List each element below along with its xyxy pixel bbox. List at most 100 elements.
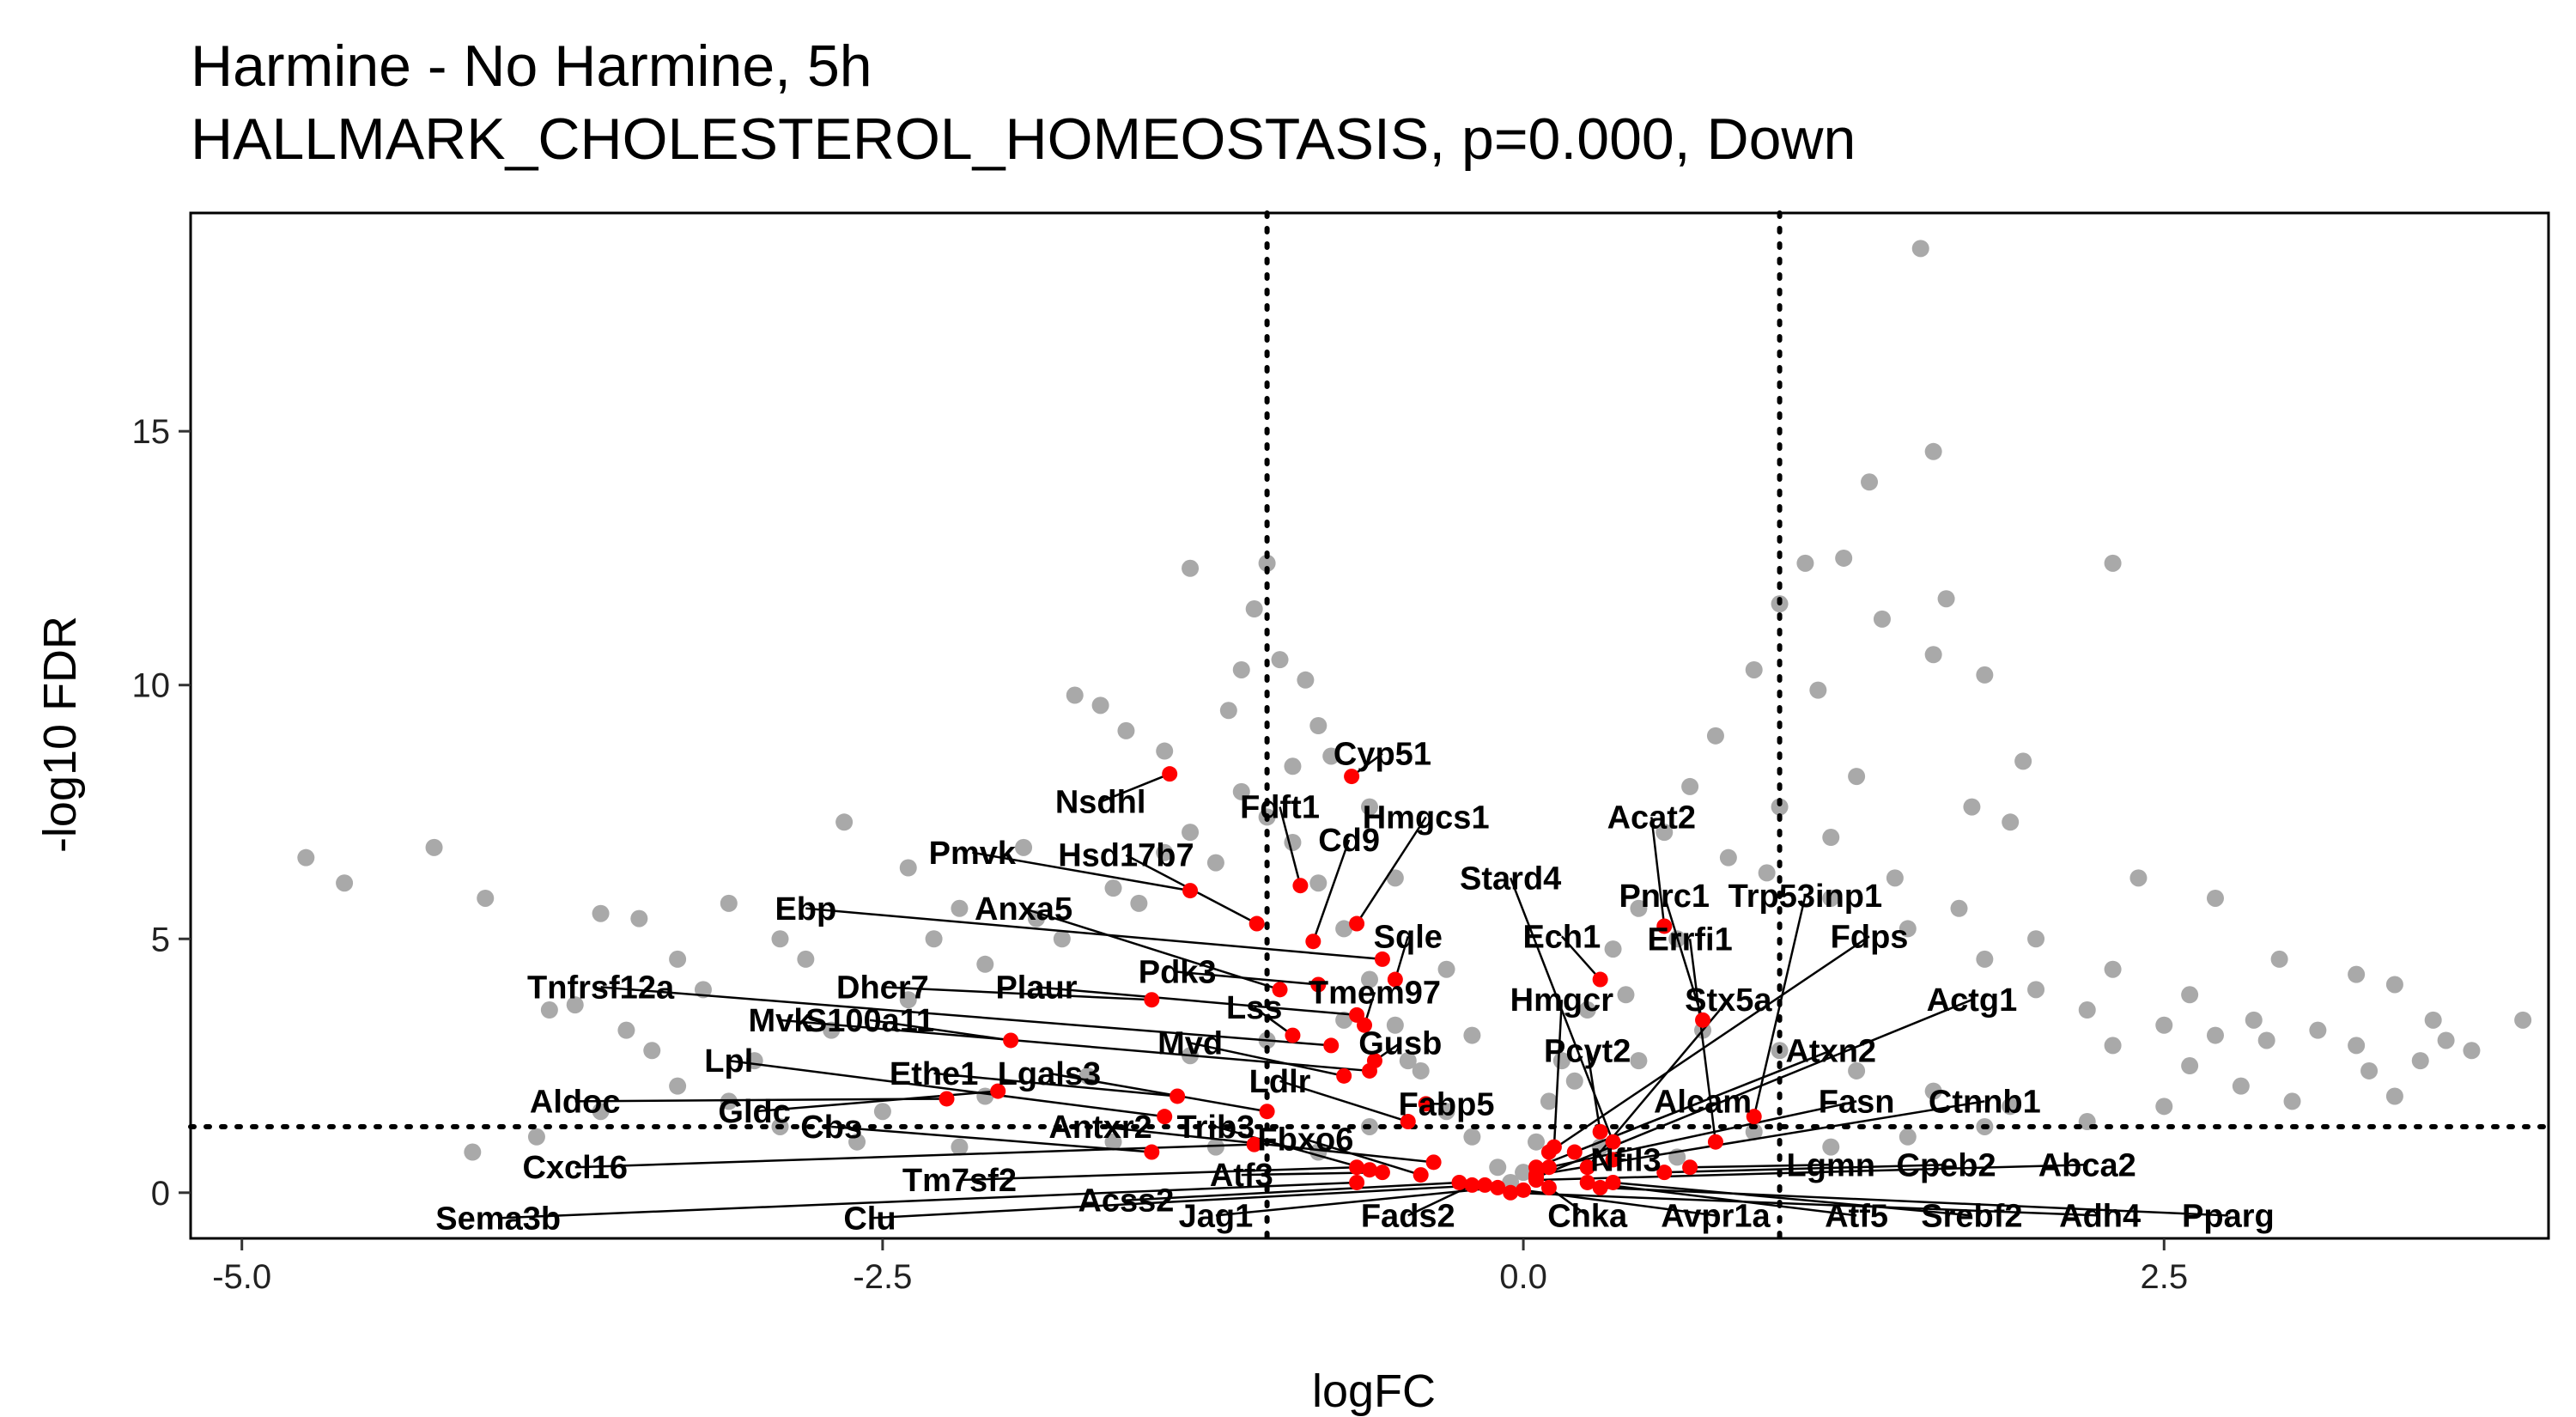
label-leader-line (1356, 816, 1427, 925)
background-gene-point (797, 950, 815, 968)
background-gene-point (1156, 742, 1174, 760)
gene-label: Sema3b (435, 1201, 561, 1237)
gene-label: Trib3 (1177, 1110, 1255, 1146)
highlight-gene-point (1366, 1053, 1382, 1069)
highlight-gene-point (1464, 1177, 1480, 1193)
highlight-gene-point (1285, 1027, 1301, 1043)
background-gene-point (1899, 1128, 1917, 1146)
background-gene-point (1924, 442, 1942, 460)
background-gene-point (899, 859, 917, 877)
x-tick-label: 0.0 (1499, 1258, 1547, 1296)
background-gene-point (1976, 950, 1994, 968)
plot-area: Cyp51 Nsdhl Fdft1 Hmgcs1 Pmvk Hsd17b7 Cd9 Acat2… (132, 210, 2551, 1296)
gene-label: Trp53inp1 (1728, 879, 1883, 915)
highlight-gene-point (1323, 1037, 1340, 1054)
gene-label: Pdk3 (1139, 955, 1217, 991)
background-gene-point (1361, 970, 1378, 988)
label-leader-line (1279, 1079, 1409, 1123)
label-leader-line (1253, 1006, 1294, 1037)
label-leader-line (1664, 1164, 1947, 1174)
gene-label: Antxr2 (1048, 1110, 1151, 1146)
y-tick-label: 10 (132, 667, 171, 705)
background-gene-point (2155, 1098, 2173, 1116)
background-gene-point (1848, 768, 1866, 786)
background-gene-point (669, 1077, 687, 1095)
highlight-gene-point (1144, 1144, 1160, 1160)
background-gene-point (1182, 559, 1200, 577)
gene-label: Hmgcr (1510, 982, 1614, 1019)
background-gene-point (566, 996, 584, 1014)
background-gene-point (1963, 798, 1981, 816)
gene-label: Tm7sf2 (902, 1163, 1017, 1199)
background-gene-point (1796, 554, 1814, 572)
label-leader-line (1548, 1186, 1589, 1217)
background-gene-point (1322, 747, 1340, 765)
highlight-gene-point (1374, 1165, 1390, 1181)
background-gene-point (1091, 696, 1109, 715)
gene-label: Stx5a (1685, 982, 1772, 1019)
background-gene-point (976, 955, 994, 973)
background-gene-point (2129, 869, 2148, 887)
background-gene-point (1528, 1133, 1546, 1151)
background-gene-point (1245, 600, 1263, 618)
background-gene-point (1182, 824, 1200, 842)
gene-label: Tnfrsf12a (527, 970, 675, 1006)
label-leader-line (1048, 1072, 1267, 1113)
background-gene-point (951, 899, 969, 917)
gene-label: Hmgcs1 (1363, 800, 1490, 836)
background-gene-point (477, 889, 495, 907)
background-gene-point (1822, 829, 1840, 847)
gene-label: Stard4 (1460, 861, 1561, 897)
background-gene-point (617, 1021, 635, 1039)
label-leader-line (574, 1098, 947, 1103)
label-leader-line (869, 1019, 1012, 1042)
background-gene-point (1681, 777, 1699, 795)
background-gene-point (1515, 1164, 1533, 1182)
gene-label: Lss (1226, 990, 1282, 1026)
background-gene-point (2309, 1021, 2327, 1039)
highlight-gene-point (939, 1091, 955, 1107)
background-gene-point (1578, 1001, 1596, 1019)
gene-label: Actg1 (1927, 982, 2018, 1019)
gene-label: Dhcr7 (836, 970, 929, 1006)
highlight-gene-point (1605, 1152, 1621, 1168)
background-gene-point (630, 909, 648, 927)
gene-label: Pcyt2 (1544, 1033, 1631, 1069)
background-gene-point (2411, 1052, 2429, 1070)
label-leader-line (1535, 1164, 2087, 1182)
background-gene-point (1271, 651, 1289, 669)
x-axis-title: logFC (1312, 1365, 1436, 1417)
label-leader-line (728, 1059, 1165, 1118)
label-leader-line (1586, 1050, 1601, 1133)
background-gene-point (2104, 1037, 2122, 1055)
background-gene-point (1386, 1016, 1404, 1034)
background-gene-point (1745, 660, 1763, 678)
background-gene-point (1911, 240, 1929, 258)
gene-label: Ldlr (1249, 1064, 1311, 1100)
label-leader-line (1100, 772, 1170, 803)
background-gene-point (835, 813, 854, 831)
label-leader-line (1600, 1186, 2228, 1217)
background-gene-point (771, 930, 789, 948)
highlight-gene-point (1374, 951, 1390, 967)
gene-label: Atf5 (1825, 1198, 1888, 1234)
background-gene-point (643, 1042, 661, 1060)
background-gene-point (669, 950, 687, 968)
gene-label: Cxcl16 (522, 1150, 628, 1186)
label-leader-line (754, 1090, 999, 1113)
background-gene-point (1719, 848, 1737, 867)
background-gene-point (1117, 721, 1135, 739)
gene-label: Aldoc (530, 1084, 621, 1120)
background-gene-point (2424, 1011, 2442, 1029)
gene-label: Lgmn (1787, 1147, 1875, 1183)
gene-label: Atf3 (1210, 1158, 1273, 1194)
highlight-gene-point (1349, 1159, 1365, 1176)
highlight-gene-point (1695, 1012, 1711, 1028)
label-leader-line (831, 1125, 1152, 1153)
highlight-gene-point (1162, 766, 1178, 782)
label-leader-line (1560, 935, 1601, 981)
background-gene-point (2027, 981, 2045, 999)
background-gene-point (1284, 757, 1302, 775)
background-gene-point (2245, 1011, 2263, 1029)
background-gene-point (1822, 1138, 1840, 1156)
